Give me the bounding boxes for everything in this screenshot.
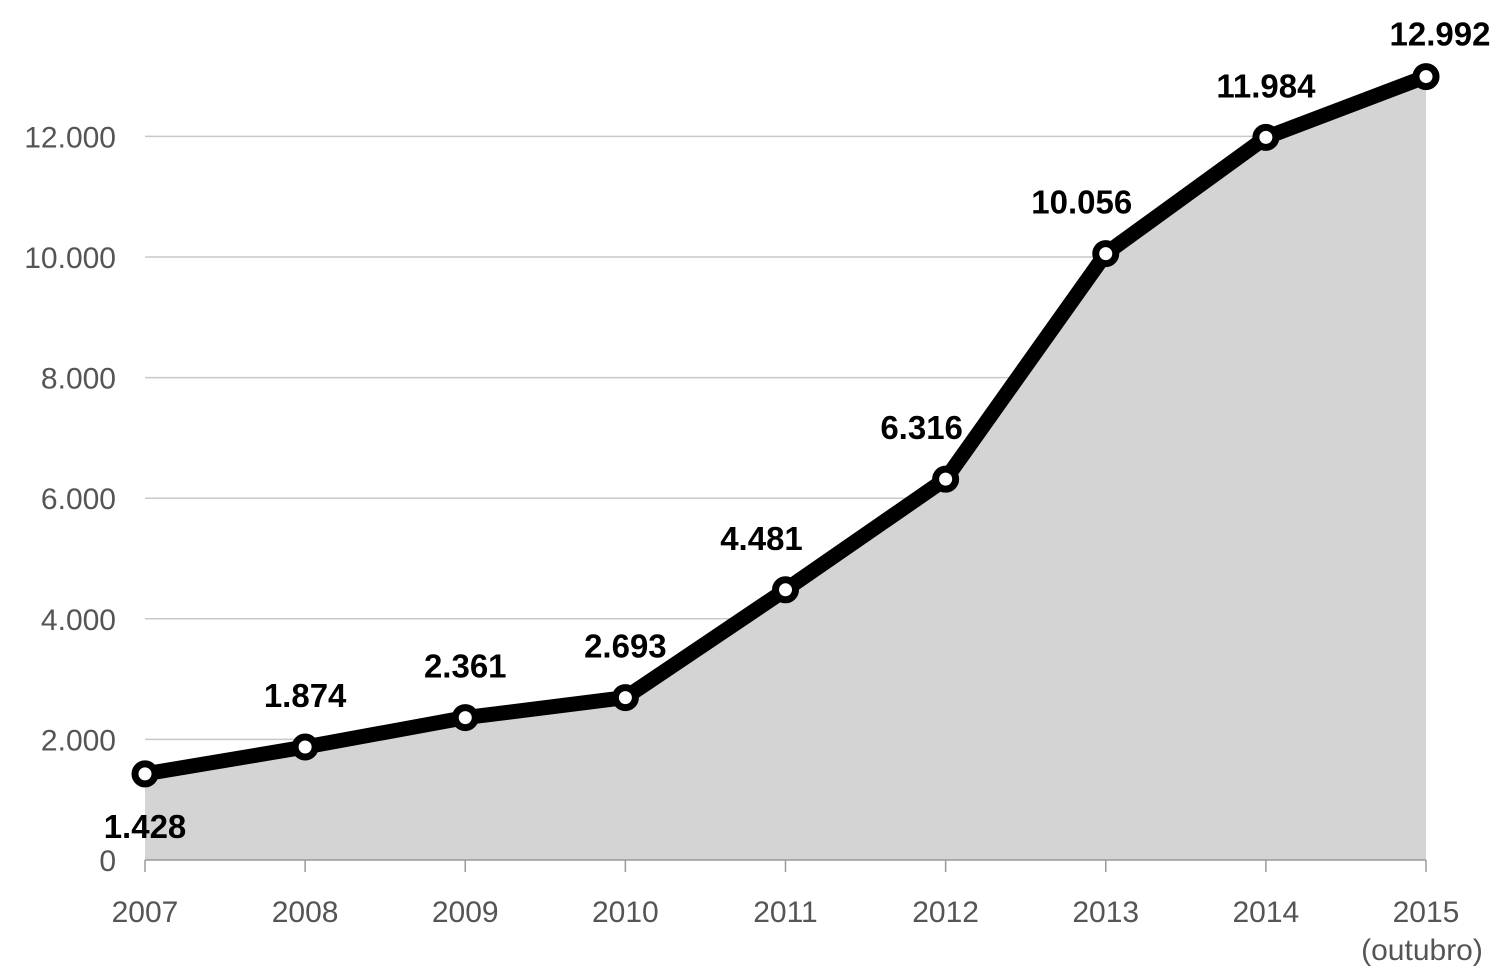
x-tick-sublabel: (outubro) — [1361, 934, 1483, 967]
data-label: 12.992 — [1390, 16, 1491, 53]
y-tick-label: 2.000 — [41, 724, 116, 757]
data-label: 11.984 — [1216, 67, 1316, 104]
data-point — [131, 760, 159, 788]
data-markers — [131, 63, 1440, 788]
y-tick-label: 8.000 — [41, 363, 116, 396]
data-label: 1.874 — [264, 677, 347, 714]
x-tick-label: 2010 — [592, 896, 659, 929]
y-tick-label: 0 — [99, 845, 116, 878]
data-point — [611, 684, 639, 712]
data-label: 2.361 — [424, 648, 507, 685]
x-tick-label: 2015 — [1393, 896, 1460, 929]
data-point — [772, 576, 799, 604]
x-axis-tick-labels: 2007 2008 2009 2010 2011 2012 2013 2014 2015 (out… — [112, 896, 1483, 967]
data-point — [1092, 240, 1120, 268]
x-tick-label: 2009 — [432, 896, 499, 929]
x-tick-label: 2014 — [1233, 896, 1300, 929]
area-fill — [145, 76, 1426, 861]
y-axis-tick-labels: 0 2.000 4.000 6.000 8.000 10.000 12.000 — [24, 121, 116, 878]
data-label: 10.056 — [1031, 184, 1132, 221]
x-axis-ticks — [144, 860, 1427, 872]
data-labels: 1.428 1.874 2.361 2.693 4.481 6.316 10.056 11.9… — [104, 16, 1491, 845]
x-tick-label: 2011 — [753, 896, 818, 929]
data-label: 6.316 — [880, 409, 963, 446]
data-label: 1.428 — [104, 808, 187, 845]
data-point — [932, 465, 960, 493]
x-tick-label: 2007 — [112, 896, 179, 929]
x-tick-label: 2013 — [1072, 896, 1139, 929]
y-tick-label: 12.000 — [24, 121, 116, 154]
data-point — [1252, 123, 1280, 151]
data-point — [1412, 63, 1440, 91]
data-point — [291, 733, 319, 761]
x-tick-label: 2012 — [912, 896, 979, 929]
data-label: 4.481 — [720, 520, 803, 557]
data-label: 2.693 — [584, 628, 667, 665]
x-tick-label: 2008 — [272, 896, 339, 929]
y-tick-label: 10.000 — [24, 242, 116, 275]
y-tick-label: 4.000 — [41, 604, 116, 637]
data-point — [451, 704, 479, 732]
y-tick-label: 6.000 — [41, 483, 116, 516]
